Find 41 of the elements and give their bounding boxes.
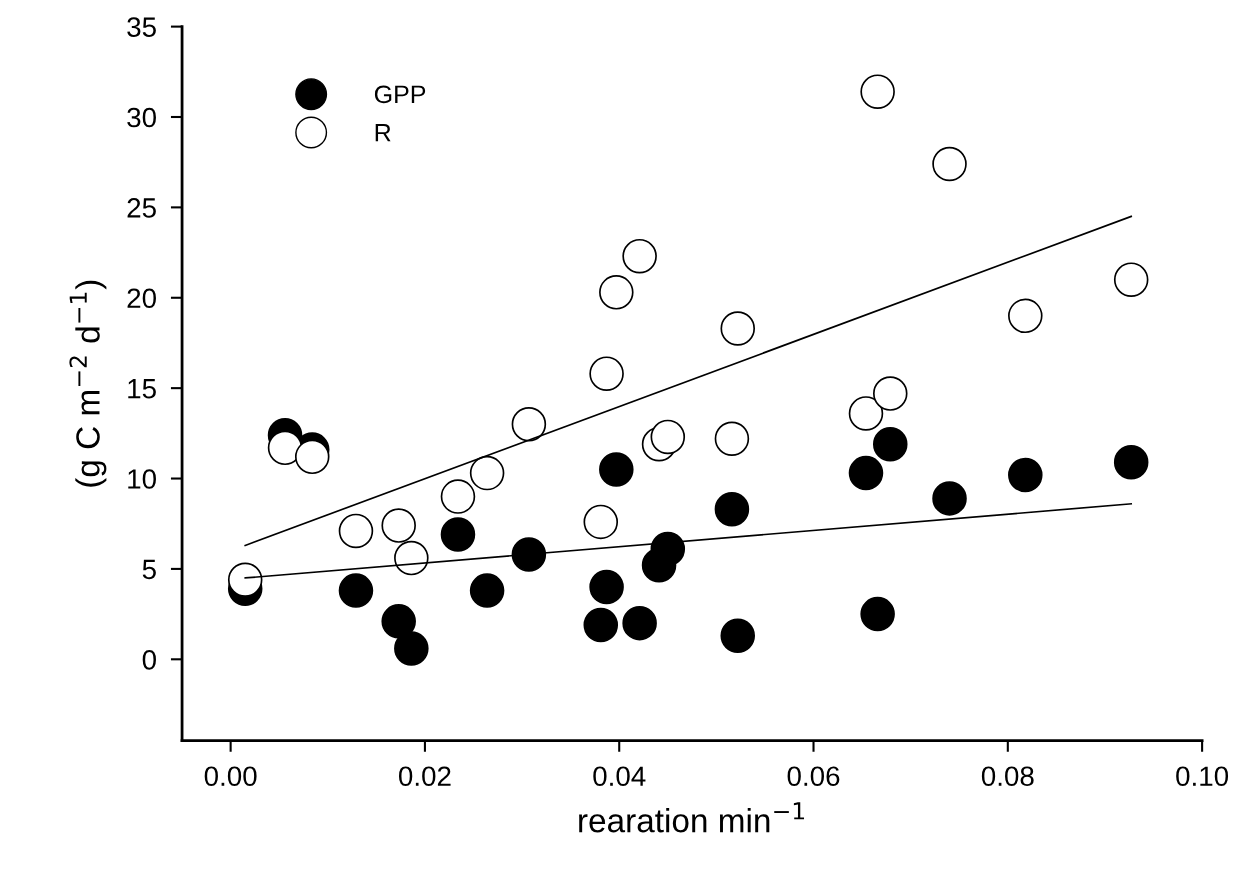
- y-tick-label: 10: [128, 469, 156, 489]
- point: [440, 517, 476, 552]
- point: [932, 481, 967, 516]
- x-axis-title: rearation min$^{−1}$: [579, 802, 805, 833]
- x-tick-label: 0.06: [787, 766, 840, 787]
- x-tick-label: 0.04: [593, 766, 646, 787]
- point: [599, 452, 634, 487]
- point: [338, 573, 374, 608]
- y-tick-label: 0: [142, 649, 156, 670]
- y-tick-label: 5: [142, 559, 156, 580]
- y-tick-label: 30: [127, 107, 156, 128]
- legend-label: GPP: [374, 85, 426, 104]
- x-tick-label: 0.10: [1176, 766, 1229, 787]
- x-tick-label: 0.08: [981, 766, 1034, 787]
- point: [872, 426, 908, 462]
- x-tick-label: 0.00: [204, 766, 257, 787]
- point: [622, 605, 657, 641]
- point: [511, 537, 547, 572]
- point: [227, 562, 263, 598]
- point: [1008, 457, 1043, 493]
- point: [267, 430, 303, 466]
- y-tick-label: 15: [128, 379, 156, 399]
- point: [860, 596, 895, 632]
- point: [294, 439, 330, 475]
- point: [394, 631, 429, 666]
- y-tick-label: 25: [127, 198, 156, 218]
- legend-label: R: [375, 124, 391, 142]
- point: [650, 419, 686, 455]
- point: [714, 491, 750, 527]
- point: [381, 604, 416, 639]
- y-axis-title: (g C m$^{−2}$ d$^{−1}$): [69, 280, 107, 487]
- y-tick-label: 35: [127, 17, 156, 37]
- point: [1113, 444, 1149, 480]
- point: [583, 607, 619, 643]
- point: [720, 618, 756, 654]
- point: [589, 569, 624, 605]
- y-tick-label: 20: [127, 288, 156, 309]
- point: [469, 573, 505, 608]
- point: [848, 455, 884, 491]
- point: [650, 531, 686, 567]
- x-tick-label: 0.02: [398, 766, 451, 787]
